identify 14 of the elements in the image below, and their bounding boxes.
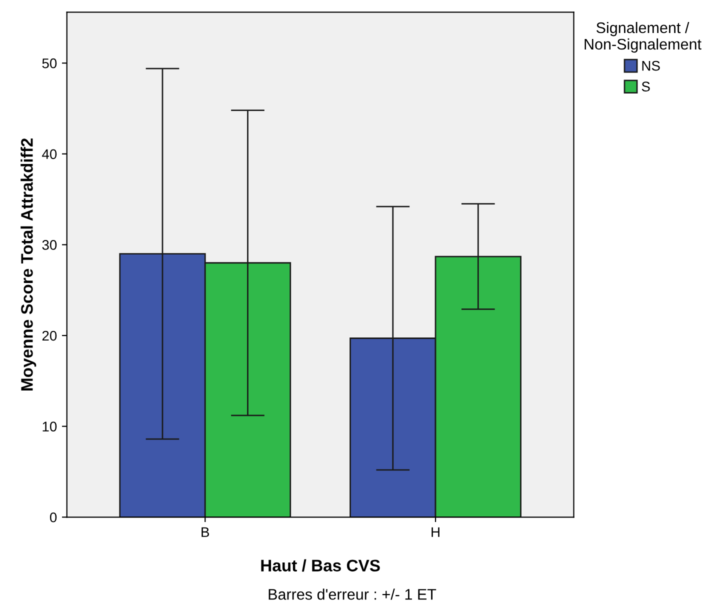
y-tick-label: 20 — [42, 330, 57, 341]
y-tick-label: 0 — [50, 512, 57, 522]
legend-label: S — [642, 82, 650, 92]
text: Barres d'erreur : +/- 1 ET — [268, 588, 436, 600]
y-tick-label: 40 — [42, 149, 57, 160]
y-tick-label: 30 — [42, 240, 57, 250]
legend-title: Signalement / Non-Signalement — [584, 22, 702, 53]
x-tick-label: H — [432, 527, 440, 537]
x-axis-title: Haut / Bas CVS — [261, 559, 380, 572]
legend-label: NS — [642, 60, 660, 71]
x-tick-label: B — [202, 527, 210, 537]
y-axis-title: Moyenne Score Total Attrakdiff2 — [20, 138, 36, 390]
y-tick-label: 10 — [42, 422, 57, 432]
y-tick-label: 50 — [42, 58, 57, 68]
